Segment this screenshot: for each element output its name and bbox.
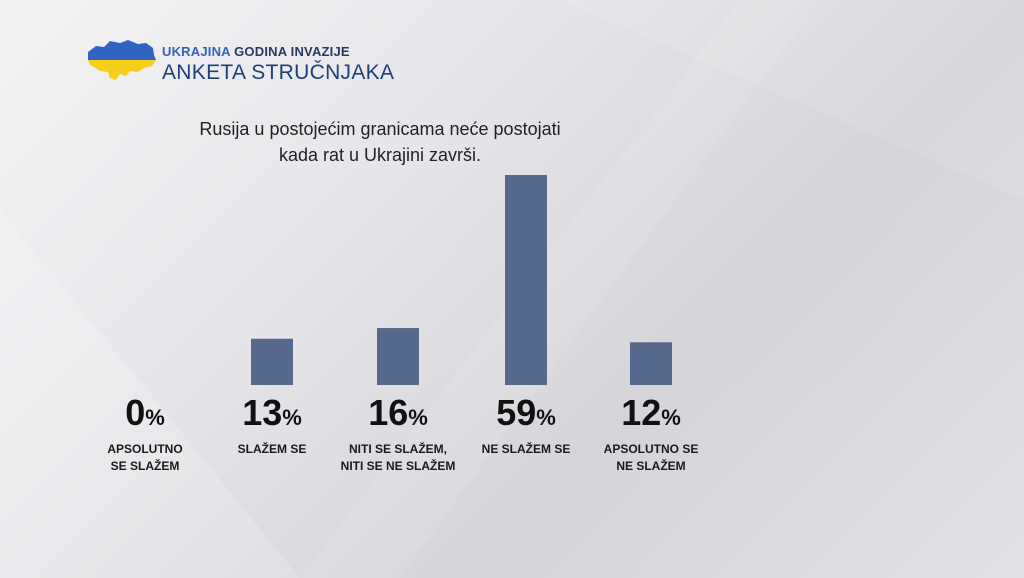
value-label-0: 0% (70, 392, 220, 434)
category-label-0: APSOLUTNO SE SLAŽEM (70, 441, 220, 475)
category-label-line: NITI SE NE SLAŽEM (340, 459, 456, 473)
bar-2 (377, 328, 419, 385)
bar-4 (630, 342, 672, 385)
category-label-4: APSOLUTNO SE NE SLAŽEM (576, 441, 726, 475)
value-label-4: 12% (576, 392, 726, 434)
value-number: 12 (621, 392, 662, 433)
header-subtitle: UKRAJINA GODINA INVAZIJE (162, 44, 350, 59)
category-label-3: NE SLAŽEM SE (451, 441, 601, 458)
category-label-line: APSOLUTNO (107, 442, 183, 456)
header-topic: GODINA INVAZIJE (234, 44, 350, 59)
value-number: 59 (496, 392, 537, 433)
value-label-1: 13% (197, 392, 347, 434)
value-unit: % (661, 405, 681, 430)
value-label-3: 59% (451, 392, 601, 434)
value-label-2: 16% (323, 392, 473, 434)
bar-3 (505, 175, 547, 385)
category-label-line: APSOLUTNO SE (603, 442, 699, 456)
ukraine-map-icon (88, 40, 156, 80)
category-label-line: NITI SE SLAŽEM, (348, 442, 447, 456)
category-label-line: NE SLAŽEM SE (481, 442, 571, 456)
value-unit: % (536, 405, 556, 430)
value-unit: % (282, 405, 302, 430)
chart-title-line-1: Rusija u postojećim granicama neće posto… (199, 119, 561, 139)
header-title: ANKETA STRUČNJAKA (162, 61, 395, 84)
chart-title: Rusija u postojećim granicama neće posto… (160, 116, 600, 168)
value-number: 16 (368, 392, 409, 433)
category-label-line: NE SLAŽEM (616, 459, 686, 473)
chart-title-line-2: kada rat u Ukrajini završi. (278, 145, 482, 165)
value-number: 0 (125, 392, 146, 433)
category-label-line: SE SLAŽEM (110, 459, 180, 473)
value-number: 13 (242, 392, 283, 433)
value-unit: % (408, 405, 428, 430)
category-label-2: NITI SE SLAŽEM, NITI SE NE SLAŽEM (323, 441, 473, 475)
header-country: UKRAJINA (162, 44, 231, 59)
category-label-1: SLAŽEM SE (197, 441, 347, 458)
bar-1 (251, 338, 293, 385)
category-label-line: SLAŽEM SE (237, 442, 307, 456)
value-unit: % (145, 405, 165, 430)
